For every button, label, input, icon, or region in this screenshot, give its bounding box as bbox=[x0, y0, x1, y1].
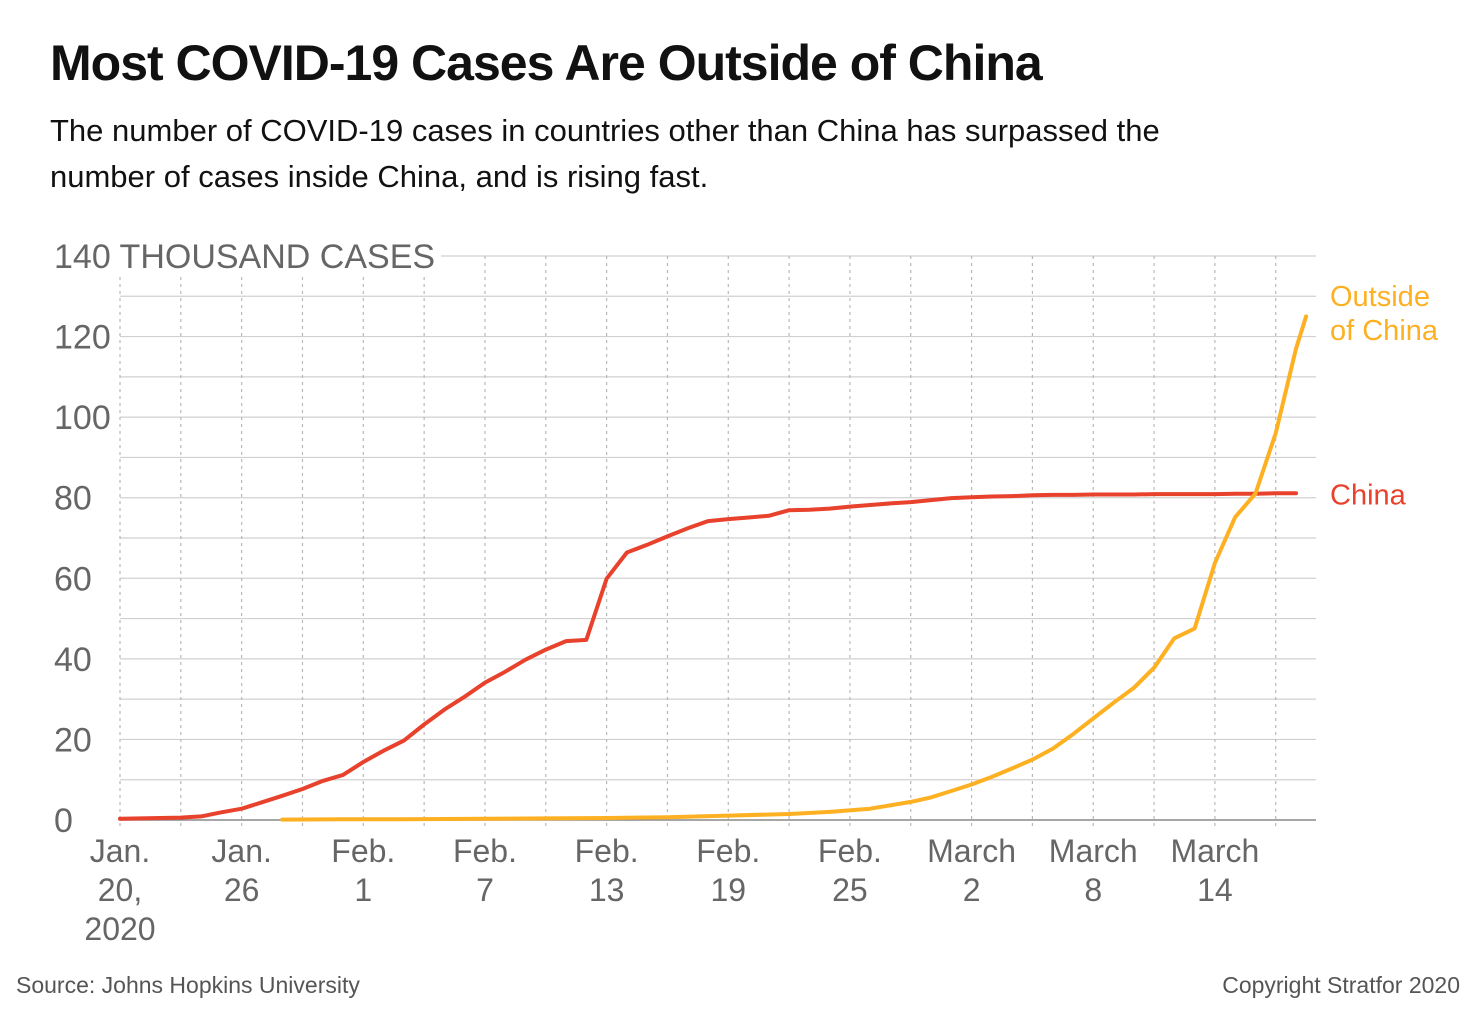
chart-title: Most COVID-19 Cases Are Outside of China bbox=[50, 35, 1043, 91]
x-tick-label: Feb. 25 bbox=[818, 833, 882, 908]
x-tick-label-line: 19 bbox=[710, 872, 746, 908]
x-tick-label-line: Feb. bbox=[453, 833, 517, 869]
y-tick-label: 40 bbox=[54, 641, 92, 679]
x-tick-label-line: March bbox=[1049, 833, 1138, 869]
series-line-outside-of-china bbox=[280, 314, 1309, 822]
y-tick-label: 140 THOUSAND CASES bbox=[54, 238, 435, 276]
x-tick-label-line: 2 bbox=[963, 872, 981, 908]
x-tick-label-line: 20, bbox=[98, 872, 142, 908]
x-tick-label-line: Feb. bbox=[818, 833, 882, 869]
series-label-line: of China bbox=[1330, 315, 1439, 347]
series-labels: China Outside of China bbox=[1330, 281, 1439, 511]
x-tick-label: Feb. 13 bbox=[575, 833, 639, 908]
y-tick-label: 0 bbox=[54, 802, 73, 840]
source-note: Source: Johns Hopkins University bbox=[16, 972, 360, 998]
x-tick-label: Feb. 19 bbox=[696, 833, 760, 908]
x-tick-label: Jan. 26 bbox=[211, 833, 271, 908]
y-tick-label: 60 bbox=[54, 560, 92, 598]
x-tick-label-line: 26 bbox=[224, 872, 260, 908]
series-lines bbox=[118, 314, 1309, 822]
vertical-gridlines bbox=[119, 256, 1277, 828]
x-tick-label-line: 25 bbox=[832, 872, 868, 908]
horizontal-gridlines bbox=[120, 255, 1316, 821]
chart-subtitle: The number of COVID-19 cases in countrie… bbox=[50, 113, 1160, 194]
x-tick-label-line: Feb. bbox=[696, 833, 760, 869]
x-tick-label: Feb. 1 bbox=[331, 833, 395, 908]
x-tick-label: March 8 bbox=[1049, 833, 1138, 908]
x-tick-label-line: Jan. bbox=[211, 833, 271, 869]
y-tick-label: 120 bbox=[54, 319, 111, 357]
x-tick-label: March 2 bbox=[927, 833, 1016, 908]
x-tick-label-line: 1 bbox=[354, 872, 372, 908]
y-tick-label-background bbox=[50, 238, 442, 276]
y-tick-label: 100 bbox=[54, 399, 111, 437]
series-label-line: China bbox=[1330, 479, 1407, 511]
series-label-line: Outside bbox=[1330, 281, 1430, 313]
series-label-china: China bbox=[1330, 479, 1407, 511]
x-tick-label: Jan. 20, 2020 bbox=[84, 833, 155, 947]
x-tick-label-line: 13 bbox=[589, 872, 625, 908]
x-tick-label-line: March bbox=[927, 833, 1016, 869]
x-tick-label-line: 7 bbox=[476, 872, 494, 908]
x-tick-label-line: 2020 bbox=[84, 911, 155, 947]
x-tick-label-line: 14 bbox=[1197, 872, 1233, 908]
series-line-china bbox=[118, 491, 1298, 821]
x-tick-label: March 14 bbox=[1170, 833, 1259, 908]
x-tick-label-line: 8 bbox=[1084, 872, 1102, 908]
x-tick-label-line: Feb. bbox=[331, 833, 395, 869]
x-tick-label-line: Feb. bbox=[575, 833, 639, 869]
x-tick-label: Feb. 7 bbox=[453, 833, 517, 908]
copyright-note: Copyright Stratfor 2020 bbox=[1222, 972, 1460, 998]
x-tick-label-line: Jan. bbox=[90, 833, 150, 869]
y-tick-label: 20 bbox=[54, 721, 92, 759]
y-tick-label: 80 bbox=[54, 480, 92, 518]
x-tick-label-line: March bbox=[1170, 833, 1259, 869]
y-axis-tick-labels: 0 20 40 60 80 100 120 140 THOUSAND CASES bbox=[50, 238, 442, 840]
series-label-outside-of-china: Outside of China bbox=[1330, 281, 1439, 347]
